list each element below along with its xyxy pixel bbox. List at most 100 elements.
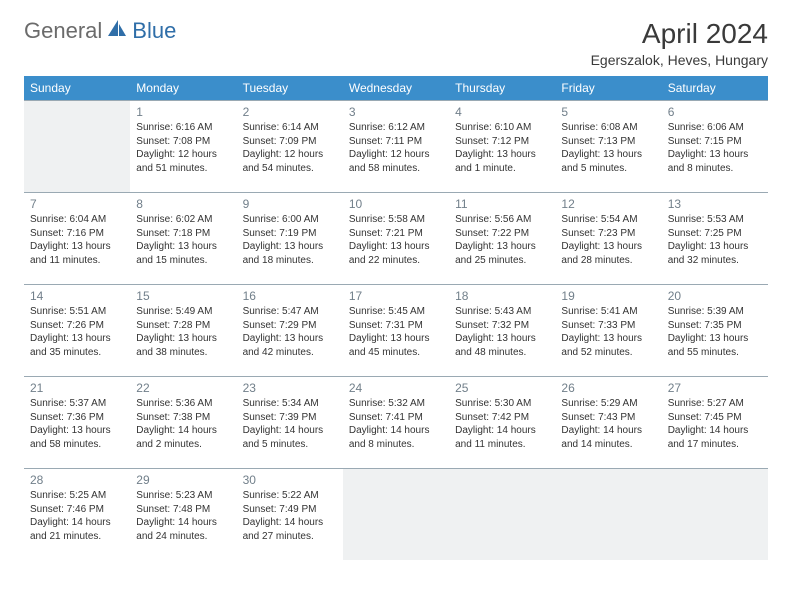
day-detail-line: and 58 minutes. [30, 438, 124, 452]
day-number: 3 [349, 104, 443, 120]
day-detail-line: Sunset: 7:11 PM [349, 135, 443, 149]
day-detail-line: Daylight: 14 hours [243, 424, 337, 438]
day-detail-line: Daylight: 13 hours [243, 240, 337, 254]
day-detail-line: and 28 minutes. [561, 254, 655, 268]
day-number: 9 [243, 196, 337, 212]
day-detail-line: Daylight: 13 hours [30, 424, 124, 438]
day-detail-line: Sunrise: 5:36 AM [136, 397, 230, 411]
day-detail-line: Sunrise: 5:22 AM [243, 489, 337, 503]
day-detail-line: Sunrise: 6:02 AM [136, 213, 230, 227]
day-detail-line: Sunrise: 5:49 AM [136, 305, 230, 319]
day-number: 5 [561, 104, 655, 120]
day-detail-line: Sunrise: 5:45 AM [349, 305, 443, 319]
calendar-week: 7Sunrise: 6:04 AMSunset: 7:16 PMDaylight… [24, 193, 768, 285]
calendar-day-cell: 17Sunrise: 5:45 AMSunset: 7:31 PMDayligh… [343, 285, 449, 377]
calendar-day-cell [343, 469, 449, 561]
calendar-day-cell: 7Sunrise: 6:04 AMSunset: 7:16 PMDaylight… [24, 193, 130, 285]
weekday-header: Thursday [449, 76, 555, 101]
day-detail-line: and 42 minutes. [243, 346, 337, 360]
calendar-day-cell [555, 469, 661, 561]
day-detail-line: Daylight: 14 hours [243, 516, 337, 530]
day-detail-line: Sunset: 7:26 PM [30, 319, 124, 333]
calendar-header-row: SundayMondayTuesdayWednesdayThursdayFrid… [24, 76, 768, 101]
day-detail-line: and 58 minutes. [349, 162, 443, 176]
day-detail-line: Sunrise: 6:08 AM [561, 121, 655, 135]
day-number: 6 [668, 104, 762, 120]
location-label: Egerszalok, Heves, Hungary [591, 52, 768, 68]
day-detail-line: and 55 minutes. [668, 346, 762, 360]
day-detail-line: Sunrise: 5:58 AM [349, 213, 443, 227]
day-number: 15 [136, 288, 230, 304]
day-detail-line: Daylight: 13 hours [561, 240, 655, 254]
calendar-day-cell: 19Sunrise: 5:41 AMSunset: 7:33 PMDayligh… [555, 285, 661, 377]
day-detail-line: and 11 minutes. [455, 438, 549, 452]
day-detail-line: Daylight: 14 hours [136, 424, 230, 438]
day-number: 27 [668, 380, 762, 396]
day-detail-line: and 5 minutes. [243, 438, 337, 452]
day-detail-line: Sunrise: 6:14 AM [243, 121, 337, 135]
day-detail-line: Daylight: 13 hours [30, 240, 124, 254]
sail-icon [106, 18, 128, 44]
title-block: April 2024 Egerszalok, Heves, Hungary [591, 18, 768, 68]
day-detail-line: and 54 minutes. [243, 162, 337, 176]
day-detail-line: and 22 minutes. [349, 254, 443, 268]
calendar-day-cell: 5Sunrise: 6:08 AMSunset: 7:13 PMDaylight… [555, 101, 661, 193]
day-detail-line: Sunrise: 5:23 AM [136, 489, 230, 503]
day-detail-line: Daylight: 13 hours [561, 148, 655, 162]
day-detail-line: and 24 minutes. [136, 530, 230, 544]
month-title: April 2024 [591, 18, 768, 50]
day-detail-line: Daylight: 13 hours [455, 240, 549, 254]
day-detail-line: Sunrise: 5:29 AM [561, 397, 655, 411]
day-detail-line: Sunset: 7:29 PM [243, 319, 337, 333]
day-detail-line: and 11 minutes. [30, 254, 124, 268]
calendar-day-cell: 18Sunrise: 5:43 AMSunset: 7:32 PMDayligh… [449, 285, 555, 377]
day-number: 11 [455, 196, 549, 212]
day-detail-line: Daylight: 13 hours [349, 240, 443, 254]
day-detail-line: Daylight: 14 hours [349, 424, 443, 438]
day-detail-line: Daylight: 14 hours [136, 516, 230, 530]
day-number: 18 [455, 288, 549, 304]
day-detail-line: Sunset: 7:21 PM [349, 227, 443, 241]
day-detail-line: Daylight: 13 hours [561, 332, 655, 346]
calendar-day-cell: 27Sunrise: 5:27 AMSunset: 7:45 PMDayligh… [662, 377, 768, 469]
calendar-day-cell: 21Sunrise: 5:37 AMSunset: 7:36 PMDayligh… [24, 377, 130, 469]
calendar-day-cell: 14Sunrise: 5:51 AMSunset: 7:26 PMDayligh… [24, 285, 130, 377]
day-detail-line: Daylight: 13 hours [136, 332, 230, 346]
day-detail-line: and 17 minutes. [668, 438, 762, 452]
day-number: 2 [243, 104, 337, 120]
day-number: 7 [30, 196, 124, 212]
day-detail-line: and 52 minutes. [561, 346, 655, 360]
calendar-day-cell: 10Sunrise: 5:58 AMSunset: 7:21 PMDayligh… [343, 193, 449, 285]
day-detail-line: Sunrise: 5:32 AM [349, 397, 443, 411]
day-detail-line: Sunset: 7:43 PM [561, 411, 655, 425]
day-detail-line: Sunset: 7:16 PM [30, 227, 124, 241]
day-number: 12 [561, 196, 655, 212]
day-detail-line: Daylight: 13 hours [668, 332, 762, 346]
calendar-day-cell: 29Sunrise: 5:23 AMSunset: 7:48 PMDayligh… [130, 469, 236, 561]
day-number: 22 [136, 380, 230, 396]
day-detail-line: Sunset: 7:23 PM [561, 227, 655, 241]
day-number: 28 [30, 472, 124, 488]
day-detail-line: Sunrise: 6:10 AM [455, 121, 549, 135]
day-detail-line: Sunset: 7:36 PM [30, 411, 124, 425]
day-detail-line: Daylight: 13 hours [455, 148, 549, 162]
calendar-week: 1Sunrise: 6:16 AMSunset: 7:08 PMDaylight… [24, 101, 768, 193]
day-detail-line: and 14 minutes. [561, 438, 655, 452]
day-detail-line: and 51 minutes. [136, 162, 230, 176]
weekday-header: Tuesday [237, 76, 343, 101]
day-detail-line: Daylight: 14 hours [455, 424, 549, 438]
calendar-day-cell: 4Sunrise: 6:10 AMSunset: 7:12 PMDaylight… [449, 101, 555, 193]
calendar-week: 21Sunrise: 5:37 AMSunset: 7:36 PMDayligh… [24, 377, 768, 469]
calendar-day-cell: 22Sunrise: 5:36 AMSunset: 7:38 PMDayligh… [130, 377, 236, 469]
weekday-header: Monday [130, 76, 236, 101]
day-detail-line: Daylight: 14 hours [668, 424, 762, 438]
calendar-day-cell: 12Sunrise: 5:54 AMSunset: 7:23 PMDayligh… [555, 193, 661, 285]
day-detail-line: Sunset: 7:46 PM [30, 503, 124, 517]
calendar-day-cell: 20Sunrise: 5:39 AMSunset: 7:35 PMDayligh… [662, 285, 768, 377]
day-detail-line: Sunrise: 6:16 AM [136, 121, 230, 135]
day-number: 29 [136, 472, 230, 488]
brand-right: Blue [132, 18, 176, 44]
day-detail-line: Sunrise: 6:00 AM [243, 213, 337, 227]
day-number: 8 [136, 196, 230, 212]
day-detail-line: and 25 minutes. [455, 254, 549, 268]
